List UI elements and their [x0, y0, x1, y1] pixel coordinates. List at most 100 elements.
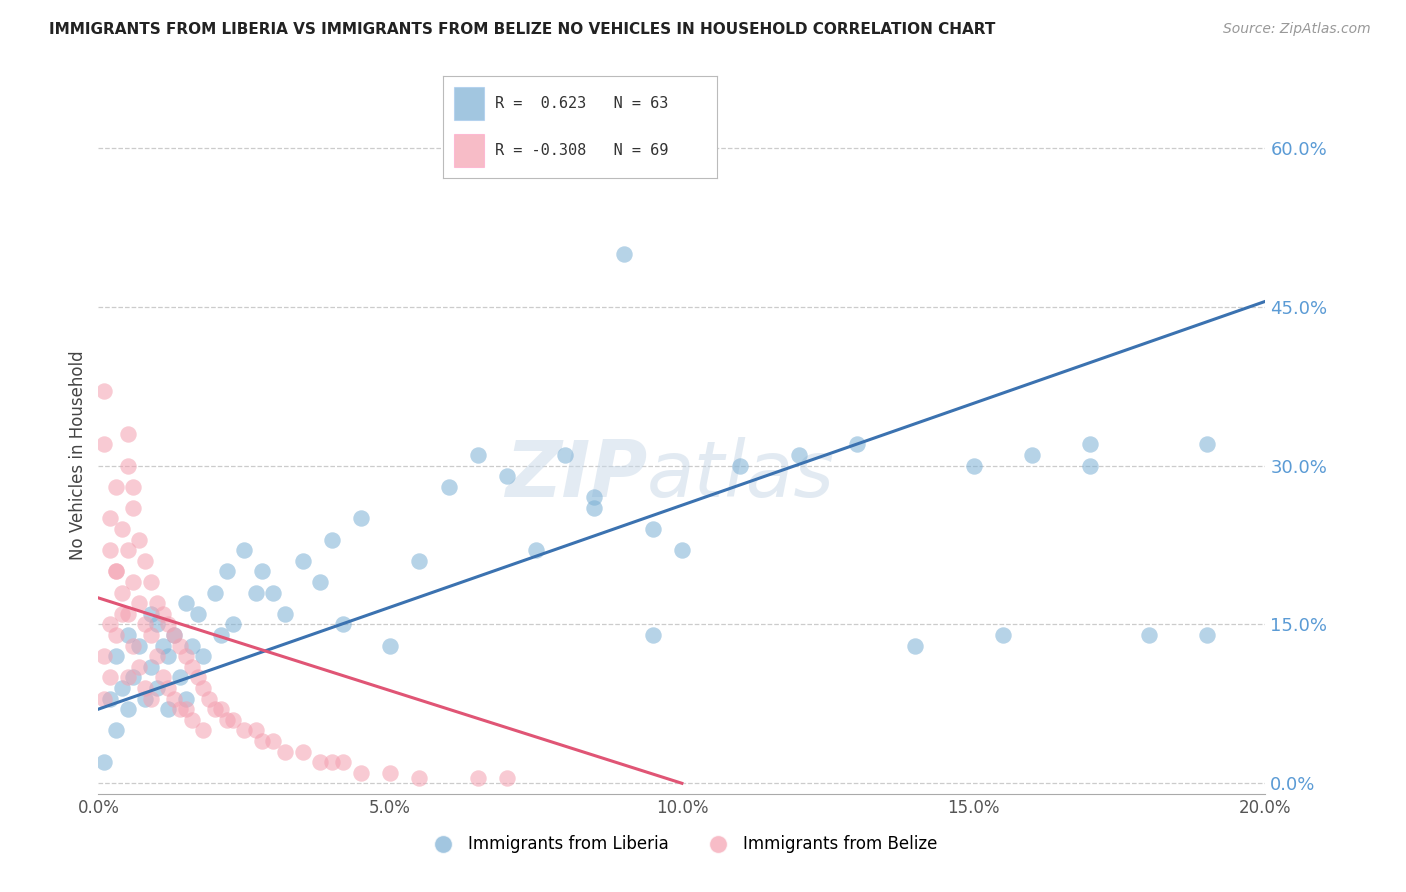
Point — [583, 491, 606, 505]
Point — [93, 437, 115, 451]
Point — [309, 575, 332, 590]
Point — [250, 734, 273, 748]
Point — [122, 500, 145, 515]
Text: IMMIGRANTS FROM LIBERIA VS IMMIGRANTS FROM BELIZE NO VEHICLES IN HOUSEHOLD CORRE: IMMIGRANTS FROM LIBERIA VS IMMIGRANTS FR… — [49, 22, 995, 37]
Point — [904, 639, 927, 653]
Bar — [454, 135, 484, 167]
Point — [139, 575, 162, 590]
Text: atlas: atlas — [647, 437, 835, 513]
Point — [671, 543, 693, 558]
Point — [583, 500, 606, 515]
Point — [93, 691, 115, 706]
Point — [193, 681, 215, 695]
Point — [350, 765, 373, 780]
Point — [98, 543, 121, 558]
Point — [332, 755, 354, 769]
Point — [612, 246, 634, 260]
Point — [193, 649, 215, 664]
Point — [104, 723, 127, 738]
Point — [291, 744, 314, 758]
Text: Source: ZipAtlas.com: Source: ZipAtlas.com — [1223, 22, 1371, 37]
Point — [128, 533, 150, 547]
Point — [169, 670, 191, 684]
Point — [180, 639, 202, 653]
Point — [215, 565, 238, 579]
Point — [163, 628, 186, 642]
Point — [146, 649, 169, 664]
Point — [408, 771, 430, 785]
Point — [152, 670, 174, 684]
Point — [163, 691, 186, 706]
Point — [467, 771, 489, 785]
Point — [157, 649, 180, 664]
Point — [641, 628, 664, 642]
Point — [233, 543, 256, 558]
Point — [146, 681, 169, 695]
Point — [104, 565, 127, 579]
Point — [157, 681, 180, 695]
Point — [1195, 437, 1218, 451]
Point — [180, 660, 202, 674]
Point — [187, 607, 209, 621]
Point — [139, 628, 162, 642]
Point — [846, 437, 869, 451]
Point — [380, 765, 402, 780]
Point — [524, 543, 547, 558]
Point — [134, 554, 156, 568]
Y-axis label: No Vehicles in Household: No Vehicles in Household — [69, 350, 87, 560]
Point — [180, 713, 202, 727]
Point — [134, 691, 156, 706]
Point — [111, 607, 134, 621]
Point — [1021, 448, 1043, 462]
Point — [117, 458, 139, 473]
Point — [250, 565, 273, 579]
Point — [117, 628, 139, 642]
Point — [128, 596, 150, 610]
Point — [332, 617, 354, 632]
Point — [496, 771, 519, 785]
Point — [554, 448, 576, 462]
Point — [146, 596, 169, 610]
Point — [93, 755, 115, 769]
Bar — [454, 87, 484, 120]
Point — [408, 554, 430, 568]
Text: R =  0.623   N = 63: R = 0.623 N = 63 — [495, 96, 668, 111]
Point — [1080, 458, 1102, 473]
Point — [152, 639, 174, 653]
Point — [204, 702, 226, 716]
Point — [221, 713, 243, 727]
Point — [291, 554, 314, 568]
Point — [111, 522, 134, 536]
Point — [496, 469, 519, 483]
Point — [104, 628, 127, 642]
Point — [134, 617, 156, 632]
Point — [98, 511, 121, 525]
Point — [104, 480, 127, 494]
Point — [174, 649, 197, 664]
Point — [209, 628, 232, 642]
Point — [245, 723, 267, 738]
Point — [274, 607, 297, 621]
Point — [134, 681, 156, 695]
Point — [174, 691, 197, 706]
Point — [198, 691, 221, 706]
Point — [104, 565, 127, 579]
Point — [262, 585, 284, 599]
Point — [641, 522, 664, 536]
Point — [991, 628, 1014, 642]
Point — [152, 607, 174, 621]
Point — [380, 639, 402, 653]
Point — [157, 617, 180, 632]
Point — [139, 691, 162, 706]
Point — [98, 670, 121, 684]
Point — [169, 639, 191, 653]
Text: ZIP: ZIP — [505, 437, 647, 513]
Point — [215, 713, 238, 727]
Point — [437, 480, 460, 494]
Point — [117, 670, 139, 684]
Point — [163, 628, 186, 642]
Point — [111, 585, 134, 599]
Point — [169, 702, 191, 716]
Legend: Immigrants from Liberia, Immigrants from Belize: Immigrants from Liberia, Immigrants from… — [419, 829, 945, 860]
Point — [98, 617, 121, 632]
